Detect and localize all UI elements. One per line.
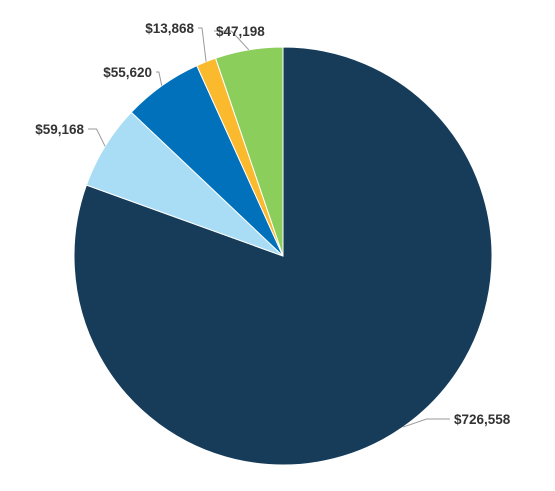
leader-lines — [88, 27, 450, 428]
data-label-3: $55,620 — [103, 65, 152, 80]
leader-line-5 — [214, 30, 250, 51]
data-labels: $726,558 $59,168 $55,620 $13,868 $47,198 — [35, 21, 511, 427]
data-label-4: $13,868 — [145, 21, 194, 36]
leader-line-4 — [198, 27, 207, 62]
leader-line-2 — [88, 128, 106, 147]
data-label-5: $47,198 — [216, 24, 265, 39]
pie-slices — [73, 46, 493, 466]
data-label-1: $726,558 — [454, 412, 511, 427]
data-label-2: $59,168 — [35, 122, 84, 137]
leader-line-3 — [156, 71, 163, 86]
leader-line-1 — [402, 418, 450, 428]
